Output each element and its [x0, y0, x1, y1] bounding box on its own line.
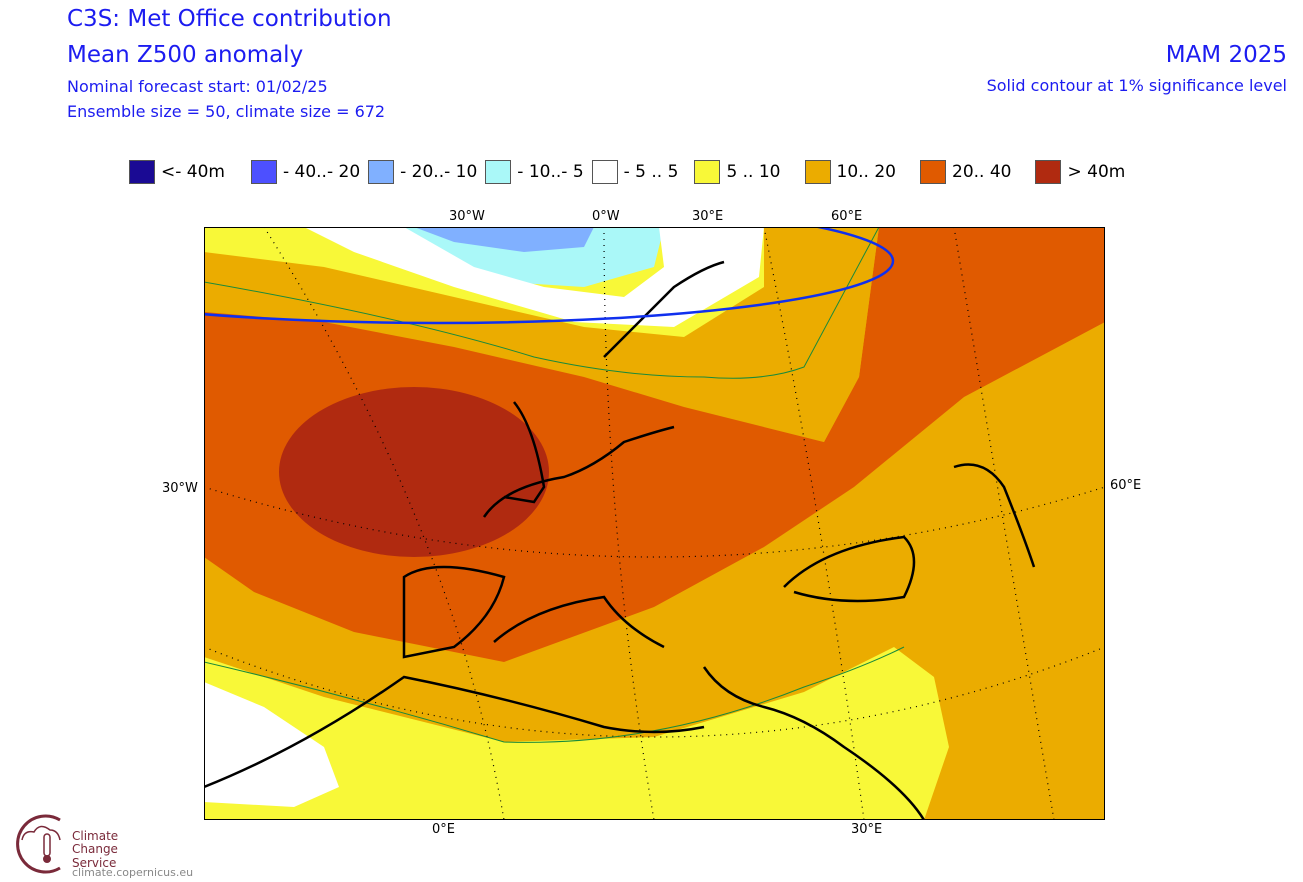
- coastlines: [204, 260, 1036, 820]
- legend-item: <- 40m: [129, 160, 225, 184]
- significance-ellipse: [204, 227, 895, 325]
- band-neg5-5-south: [204, 682, 339, 807]
- logo-line1: Climate: [72, 829, 119, 843]
- chart-title: C3S: Met Office contribution: [67, 6, 392, 32]
- legend-label: 5 .. 10: [726, 162, 781, 182]
- legend-item: - 40..- 20: [250, 160, 361, 184]
- axis-top-label: 0°W: [592, 209, 620, 224]
- legend-label: 20.. 40: [952, 162, 1012, 182]
- legend-item: - 5 .. 5: [591, 160, 679, 184]
- cloud-thermometer-icon: [16, 814, 61, 874]
- legend-swatch: [694, 160, 721, 184]
- legend-item: 20.. 40: [920, 160, 1011, 184]
- legend-swatch: [129, 160, 155, 184]
- season-label: MAM 2025: [1165, 42, 1287, 68]
- legend-item: > 40m: [1035, 160, 1125, 184]
- axis-top-label: 30°E: [692, 209, 724, 224]
- axis-right-label: 60°E: [1110, 478, 1142, 493]
- anomaly-map: [204, 227, 1105, 820]
- chart-subtitle: Mean Z500 anomaly: [67, 42, 304, 68]
- legend-label: - 5 .. 5: [623, 162, 679, 182]
- legend-swatch: [1035, 160, 1062, 184]
- band-5-10-north-scand: [724, 227, 879, 442]
- band-neg20-neg10: [414, 227, 594, 252]
- axis-bottom-label: 0°E: [432, 822, 455, 837]
- legend-swatch: [250, 160, 277, 184]
- legend-label: - 40..- 20: [282, 162, 361, 182]
- legend-item: 5 .. 10: [694, 160, 781, 184]
- band-5-10-south: [204, 647, 949, 820]
- band-neg10-neg5: [374, 227, 664, 287]
- graticule: [204, 227, 1105, 820]
- legend-item: 10.. 20: [804, 160, 896, 184]
- legend-label: - 10..- 5: [517, 162, 584, 182]
- legend-label: > 40m: [1067, 162, 1126, 182]
- legend-label: 10.. 20: [836, 162, 896, 182]
- logo-line2: Change Service: [72, 842, 118, 870]
- axis-top-label: 60°E: [831, 209, 863, 224]
- axis-left-label: 30°W: [162, 481, 198, 496]
- forecast-start: Nominal forecast start: 01/02/25: [67, 77, 328, 96]
- significance-note: Solid contour at 1% significance level: [986, 76, 1287, 95]
- legend-swatch: [591, 160, 618, 184]
- legend-swatch: [485, 160, 512, 184]
- legend-swatch: [920, 160, 946, 184]
- band-above-40: [279, 387, 549, 557]
- legend-item: - 10..- 5: [485, 160, 584, 184]
- legend-swatch: [804, 160, 831, 184]
- legend: <- 40m - 40..- 20 - 20..- 10 - 10..- 5 - 5 .…: [129, 160, 1125, 184]
- logo-url[interactable]: climate.copernicus.eu: [72, 866, 194, 879]
- legend-item: - 20..- 10: [368, 160, 477, 184]
- ensemble-size: Ensemble size = 50, climate size = 672: [67, 102, 386, 121]
- band-neg5-5-north: [304, 227, 764, 327]
- significance-contour: [204, 227, 905, 743]
- axis-top-label: 30°W: [449, 209, 485, 224]
- legend-swatch: [368, 160, 395, 184]
- legend-label: - 20..- 10: [400, 162, 478, 182]
- legend-label: <- 40m: [161, 162, 225, 182]
- copernicus-logo: Climate Change Service climate.copernicu…: [8, 812, 193, 879]
- axis-bottom-label: 30°E: [851, 822, 883, 837]
